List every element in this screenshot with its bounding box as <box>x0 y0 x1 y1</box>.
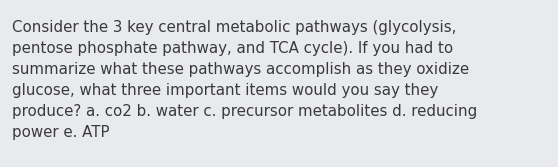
Text: Consider the 3 key central metabolic pathways (glycolysis,
pentose phosphate pat: Consider the 3 key central metabolic pat… <box>12 20 478 140</box>
